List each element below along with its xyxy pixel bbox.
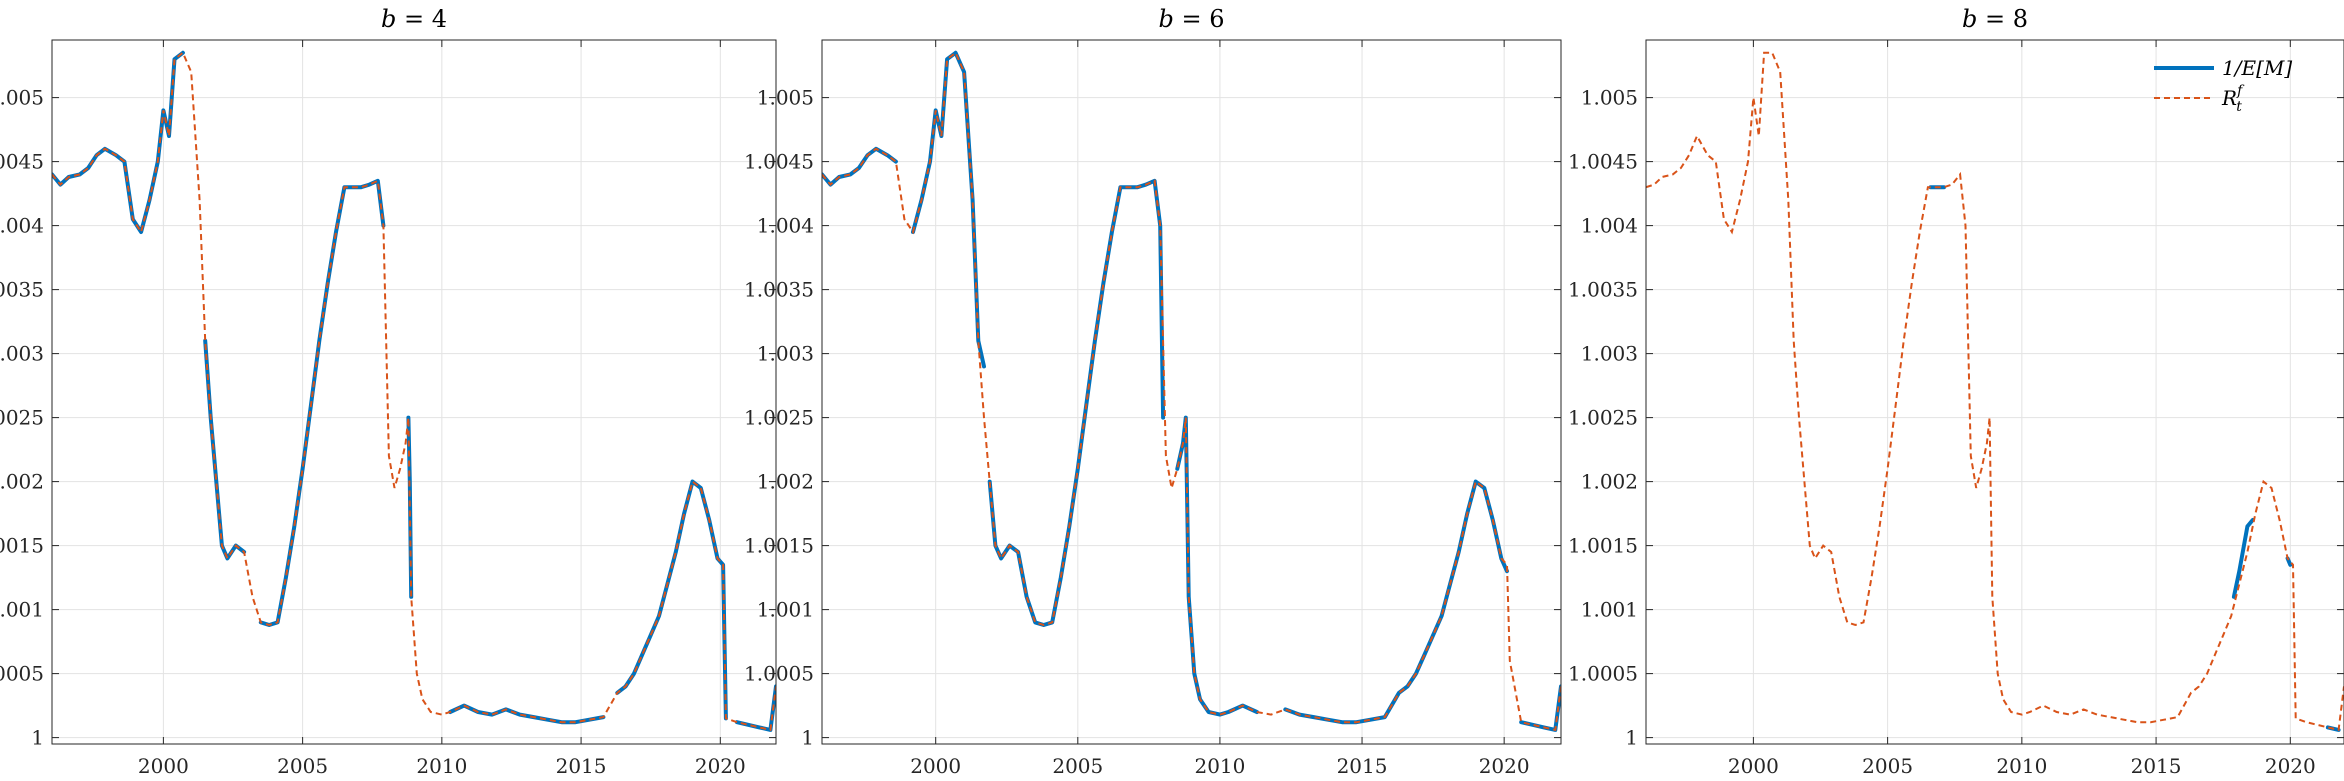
- legend: 1/E[M] Rf t: [2154, 56, 2292, 115]
- x-tick-label: 2000: [138, 754, 189, 778]
- y-tick-label: 1: [1625, 726, 1638, 750]
- y-tick-label: 1.0025: [0, 406, 44, 430]
- y-tick-label: 1.004: [1581, 214, 1638, 238]
- series-group: [1646, 51, 2344, 732]
- x-tick-label: 2010: [416, 754, 467, 778]
- title-var: b: [1962, 5, 1977, 33]
- panel-3: 1 1.0005 1.001 1.0015 1.002 1.0025 1.003 1.0035…: [1568, 5, 2344, 778]
- panel-title: b = 4: [381, 5, 447, 33]
- axes-box: [1645, 39, 2344, 745]
- y-tick-label: 1.005: [1581, 86, 1638, 110]
- y-tick-label: 1.004: [0, 214, 44, 238]
- series-line-risk-free-rate: [822, 51, 1561, 732]
- y-tick-label: 1.001: [0, 598, 44, 622]
- x-tick-label: 2005: [1052, 754, 1103, 778]
- y-tick-label: 1.0035: [0, 278, 44, 302]
- y-tick-label: 1: [801, 726, 814, 750]
- x-tick-label: 2020: [695, 754, 746, 778]
- x-tick-label: 2015: [1337, 754, 1388, 778]
- series-line-inverse-em: [2231, 518, 2255, 599]
- panel-2: 1 1.0005 1.001 1.0015 1.002 1.0025 1.003 1.0035…: [744, 5, 1562, 778]
- y-tick-label: 1.004: [757, 214, 814, 238]
- y-tick-label: 1.003: [0, 342, 44, 366]
- y-tick-label: 1.0025: [744, 406, 814, 430]
- axes-box: [51, 39, 777, 745]
- y-tick-label: 1.003: [1581, 342, 1638, 366]
- axes-box: [821, 39, 1562, 745]
- x-tick-label: 2020: [1479, 754, 1530, 778]
- y-tick-label: 1.0045: [744, 150, 814, 174]
- x-tick-label: 2015: [2131, 754, 2182, 778]
- x-tick-label: 2010: [1194, 754, 1245, 778]
- x-tick-label: 2000: [1728, 754, 1779, 778]
- panel-title: b = 8: [1962, 5, 2028, 33]
- title-eq: = 4: [396, 5, 447, 33]
- legend-sub: t: [2236, 99, 2242, 115]
- y-tick-label: 1.001: [757, 598, 814, 622]
- y-tick-label: 1: [31, 726, 44, 750]
- x-tick-label: 2020: [2265, 754, 2316, 778]
- y-tick-label: 1.0015: [0, 534, 44, 558]
- plot-area: [1646, 40, 2344, 744]
- x-tick-label: 2005: [277, 754, 328, 778]
- y-tick-label: 1.0005: [744, 662, 814, 686]
- x-tick-label: 2010: [1996, 754, 2047, 778]
- legend-label: 1/E[M]: [2222, 56, 2292, 80]
- y-tick-label: 1.002: [0, 470, 44, 494]
- y-tick-label: 1.005: [0, 86, 44, 110]
- y-tick-label: 1.0035: [1568, 278, 1638, 302]
- title-eq: = 8: [1977, 5, 2028, 33]
- y-tick-label: 1.001: [1581, 598, 1638, 622]
- panel-1: 1 1.0005 1.001 1.0015 1.002 1.0025 1.003 1.0035…: [0, 5, 777, 778]
- series-line-risk-free-rate: [52, 51, 776, 732]
- y-tick-label: 1.005: [757, 86, 814, 110]
- y-tick-label: 1.0025: [1568, 406, 1638, 430]
- legend-label: Rf t: [2221, 83, 2245, 115]
- x-tick-label: 2005: [1862, 754, 1913, 778]
- y-tick-label: 1.003: [757, 342, 814, 366]
- title-eq: = 6: [1174, 5, 1225, 33]
- y-tick-label: 1.0005: [1568, 662, 1638, 686]
- x-tick-label: 2015: [556, 754, 607, 778]
- y-tick-label: 1.0005: [0, 662, 44, 686]
- title-var: b: [381, 5, 396, 33]
- y-tick-label: 1.0015: [744, 534, 814, 558]
- legend-sup: f: [2236, 83, 2245, 99]
- title-var: b: [1158, 5, 1173, 33]
- series-group: [822, 50, 1561, 732]
- y-tick-label: 1.002: [1581, 470, 1638, 494]
- x-tick-label: 2000: [910, 754, 961, 778]
- y-tick-label: 1.002: [757, 470, 814, 494]
- series-line-risk-free-rate: [1646, 51, 2344, 732]
- panel-title: b = 6: [1158, 5, 1224, 33]
- y-tick-label: 1.0045: [1568, 150, 1638, 174]
- y-tick-label: 1.0045: [0, 150, 44, 174]
- y-tick-label: 1.0015: [1568, 534, 1638, 558]
- y-tick-label: 1.0035: [744, 278, 814, 302]
- series-group: [52, 50, 776, 732]
